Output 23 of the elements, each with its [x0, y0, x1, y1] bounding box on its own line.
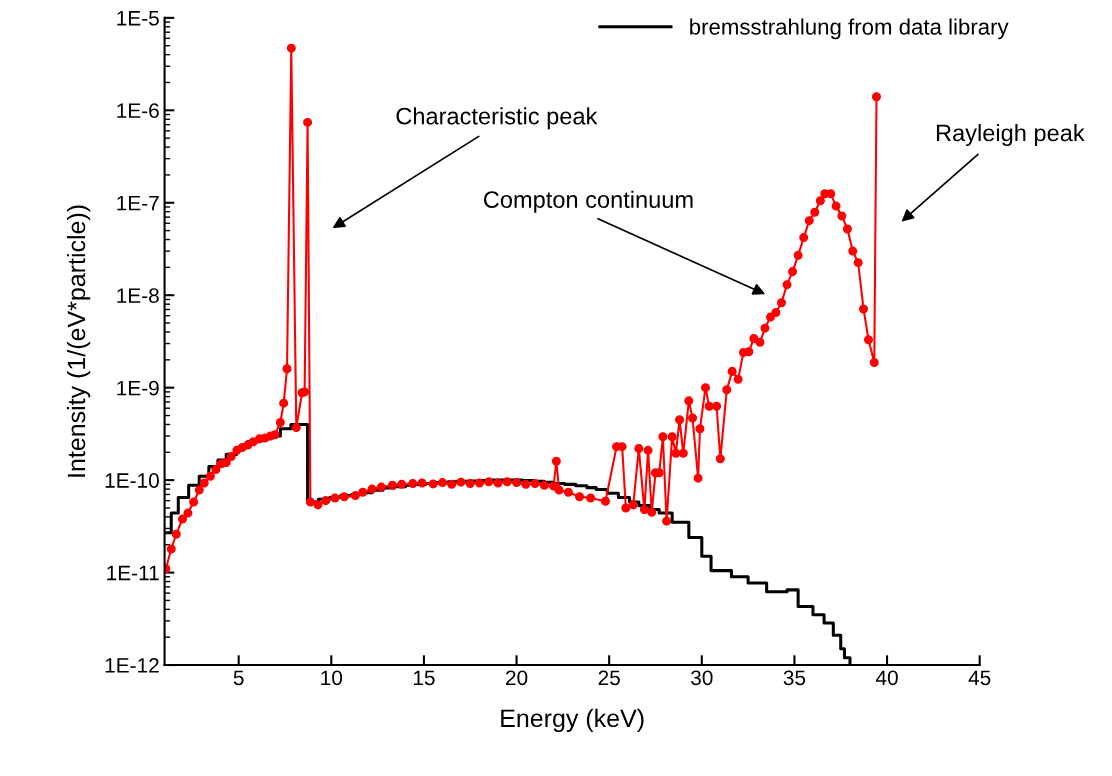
y-tick-label: 1E-10 [105, 473, 159, 488]
y-axis-title: Intensity (1/(eV*particle)) [66, 205, 91, 477]
x-axis-title: Energy (keV) [501, 708, 644, 733]
x-tick-label: 30 [691, 670, 713, 686]
x-tick-label: 25 [598, 670, 620, 686]
annotation: Characteristic peak [396, 107, 598, 130]
y-tick-label: 1E-5 [117, 11, 159, 26]
annotation: Rayleigh peak [936, 123, 1085, 146]
x-tick-label: 45 [968, 670, 991, 686]
x-tick-label: 5 [233, 670, 244, 686]
y-tick-label: 1E-8 [117, 288, 159, 303]
x-tick-label: 35 [783, 670, 806, 686]
legend-label: bremsstrahlung from data library [690, 18, 1009, 40]
x-tick-label: 10 [321, 670, 343, 686]
annotation: Compton continuum [483, 190, 693, 213]
y-tick-label: 1E-7 [117, 195, 159, 211]
y-tick-label: 1E-9 [117, 380, 159, 396]
x-tick-label: 40 [875, 670, 898, 686]
y-tick-label: 1E-12 [105, 658, 159, 673]
x-tick-label: 20 [506, 670, 528, 686]
y-tick-label: 1E-11 [107, 565, 159, 581]
x-tick-label: 15 [413, 670, 435, 686]
y-tick-label: 1E-6 [117, 103, 159, 119]
